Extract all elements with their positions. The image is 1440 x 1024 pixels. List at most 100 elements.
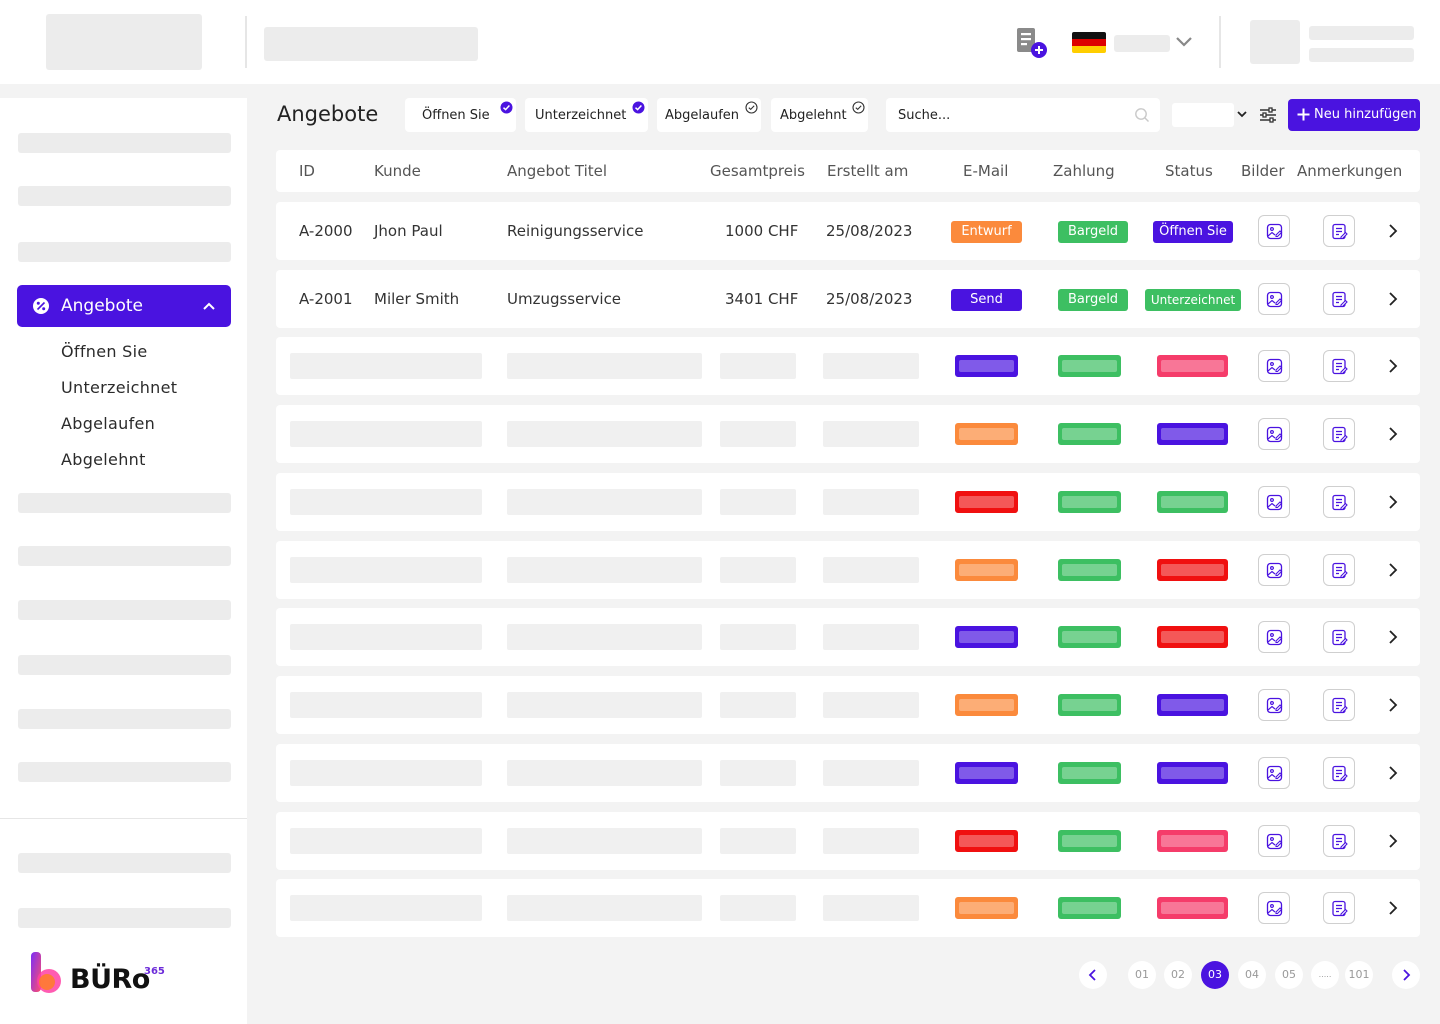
page-size-select[interactable]: [1172, 103, 1234, 127]
column-header-kunde[interactable]: Kunde: [374, 162, 421, 180]
chevron-right-icon[interactable]: [1386, 629, 1400, 645]
chevron-right-icon[interactable]: [1386, 562, 1400, 578]
cell-kunde: Jhon Paul: [374, 222, 443, 240]
images-button[interactable]: [1258, 215, 1290, 247]
chevron-down-icon[interactable]: [1173, 32, 1195, 52]
pagination-next-button[interactable]: [1392, 961, 1420, 989]
table-row[interactable]: [276, 879, 1420, 937]
chevron-right-icon[interactable]: [1386, 765, 1400, 781]
notes-button[interactable]: [1323, 215, 1355, 247]
table-row[interactable]: [276, 812, 1420, 870]
sidebar-item-placeholder[interactable]: [18, 133, 231, 153]
chevron-right-icon[interactable]: [1386, 900, 1400, 916]
chevron-down-icon[interactable]: [1236, 109, 1248, 119]
chevron-up-icon[interactable]: [201, 298, 217, 314]
notes-button[interactable]: [1323, 418, 1355, 450]
column-header-email[interactable]: E-Mail: [963, 162, 1009, 180]
sidebar-item-placeholder[interactable]: [18, 762, 231, 782]
chevron-right-icon[interactable]: [1386, 494, 1400, 510]
images-button[interactable]: [1258, 283, 1290, 315]
image-edit-icon: [1266, 426, 1283, 443]
sidebar-item-placeholder[interactable]: [18, 493, 231, 513]
notes-button[interactable]: [1323, 621, 1355, 653]
table-row[interactable]: [276, 608, 1420, 666]
notes-button[interactable]: [1323, 689, 1355, 721]
cell-placeholder: [507, 353, 702, 379]
chevron-right-icon[interactable]: [1386, 358, 1400, 374]
sidebar-subitem-offnen[interactable]: Öffnen Sie: [61, 342, 148, 361]
pagination-page[interactable]: 05: [1275, 961, 1303, 989]
search-icon[interactable]: [1134, 107, 1150, 123]
table-row[interactable]: [276, 541, 1420, 599]
pagination-page[interactable]: 02: [1164, 961, 1192, 989]
table-row[interactable]: [276, 337, 1420, 395]
filter-chip-offnen[interactable]: Öffnen Sie: [405, 98, 516, 132]
filter-chip-unterzeichnet[interactable]: Unterzeichnet: [525, 98, 648, 132]
sidebar-item-placeholder[interactable]: [18, 709, 231, 729]
sidebar-item-placeholder[interactable]: [18, 242, 231, 262]
chevron-right-icon[interactable]: [1386, 223, 1400, 239]
notes-button[interactable]: [1323, 757, 1355, 789]
column-header-anmerkungen[interactable]: Anmerkungen: [1297, 162, 1403, 180]
column-header-bilder[interactable]: Bilder: [1241, 162, 1285, 180]
pagination-page[interactable]: 101: [1345, 961, 1373, 989]
sidebar-subitem-abgelehnt[interactable]: Abgelehnt: [61, 450, 146, 469]
chevron-right-icon[interactable]: [1386, 833, 1400, 849]
chevron-right-icon[interactable]: [1386, 426, 1400, 442]
column-header-id[interactable]: ID: [299, 162, 315, 180]
column-header-preis[interactable]: Gesamtpreis: [710, 162, 805, 180]
status-pill: [1157, 559, 1228, 581]
notes-button[interactable]: [1323, 554, 1355, 586]
table-row[interactable]: [276, 676, 1420, 734]
column-header-status[interactable]: Status: [1165, 162, 1213, 180]
chevron-right-icon[interactable]: [1386, 697, 1400, 713]
table-row[interactable]: [276, 744, 1420, 802]
images-button[interactable]: [1258, 689, 1290, 721]
table-row[interactable]: A-2000 Jhon Paul Reinigungsservice 1000 CHF…: [276, 202, 1420, 260]
pagination-page[interactable]: 04: [1238, 961, 1266, 989]
sidebar-item-placeholder[interactable]: [18, 655, 231, 675]
sidebar-item-placeholder[interactable]: [18, 908, 231, 928]
images-button[interactable]: [1258, 825, 1290, 857]
sidebar-subitem-unterzeichnet[interactable]: Unterzeichnet: [61, 378, 178, 397]
sliders-icon[interactable]: [1258, 105, 1278, 125]
sidebar-item-placeholder[interactable]: [18, 546, 231, 566]
header-search-placeholder[interactable]: [264, 27, 478, 61]
notes-button[interactable]: [1323, 892, 1355, 924]
column-header-erstellt[interactable]: Erstellt am: [827, 162, 909, 180]
table-row[interactable]: [276, 473, 1420, 531]
images-button[interactable]: [1258, 757, 1290, 789]
column-header-zahlung[interactable]: Zahlung: [1053, 162, 1115, 180]
filter-chip-abgelaufen[interactable]: Abgelaufen: [657, 98, 761, 132]
sidebar-subitem-abgelaufen[interactable]: Abgelaufen: [61, 414, 156, 433]
add-new-button[interactable]: Neu hinzufügen: [1288, 99, 1420, 131]
sidebar-item-placeholder[interactable]: [18, 600, 231, 620]
german-flag-icon[interactable]: [1072, 32, 1106, 53]
cell-placeholder: [290, 760, 482, 786]
document-add-icon[interactable]: [1014, 26, 1048, 60]
images-button[interactable]: [1258, 621, 1290, 653]
images-button[interactable]: [1258, 418, 1290, 450]
images-button[interactable]: [1258, 486, 1290, 518]
filter-chip-abgelehnt[interactable]: Abgelehnt: [771, 98, 868, 132]
images-button[interactable]: [1258, 350, 1290, 382]
sidebar-item-placeholder[interactable]: [18, 853, 231, 873]
column-header-titel[interactable]: Angebot Titel: [507, 162, 608, 180]
sidebar-item-placeholder[interactable]: [18, 186, 231, 206]
pagination-prev-button[interactable]: [1079, 961, 1107, 989]
chevron-right-icon[interactable]: [1386, 291, 1400, 307]
notes-button[interactable]: [1323, 825, 1355, 857]
notes-button[interactable]: [1323, 350, 1355, 382]
images-button[interactable]: [1258, 554, 1290, 586]
table-row[interactable]: A-2001 Miler Smith Umzugsservice 3401 CHF 25…: [276, 270, 1420, 328]
avatar[interactable]: [1250, 20, 1300, 64]
language-placeholder[interactable]: [1114, 35, 1170, 52]
notes-button[interactable]: [1323, 486, 1355, 518]
sidebar-item-angebote[interactable]: Angebote: [17, 285, 231, 327]
pagination-page-active[interactable]: 03: [1201, 961, 1229, 989]
images-button[interactable]: [1258, 892, 1290, 924]
search-input[interactable]: [886, 98, 1160, 132]
notes-button[interactable]: [1323, 283, 1355, 315]
table-row[interactable]: [276, 405, 1420, 463]
pagination-page[interactable]: 01: [1128, 961, 1156, 989]
